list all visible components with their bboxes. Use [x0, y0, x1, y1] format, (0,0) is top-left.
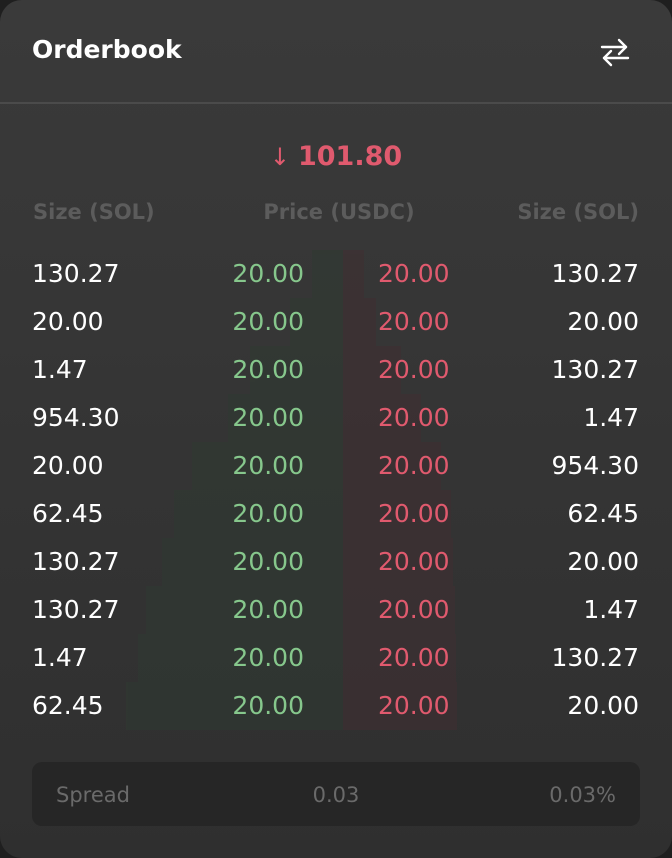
orderbook-row[interactable]: 20.00 20.00 20.00 20.00	[0, 298, 672, 346]
spread-value: 0.03	[312, 783, 360, 807]
swap-arrows-icon[interactable]	[596, 33, 634, 71]
ask-size: 20.00	[567, 691, 639, 720]
bid-price: 20.00	[232, 643, 304, 672]
orderbook-row[interactable]: 62.45 20.00 20.00 20.00	[0, 682, 672, 730]
orderbook-header: Orderbook	[0, 0, 672, 104]
ask-price: 20.00	[378, 355, 450, 384]
price-header: Price (USDC)	[263, 200, 415, 224]
ask-price: 20.00	[378, 307, 450, 336]
bid-price: 20.00	[232, 451, 304, 480]
bid-size: 1.47	[32, 355, 88, 384]
panel-title: Orderbook	[32, 35, 182, 64]
bid-price: 20.00	[232, 499, 304, 528]
ask-price: 20.00	[378, 403, 450, 432]
ask-size: 20.00	[567, 307, 639, 336]
bid-size: 20.00	[32, 451, 104, 480]
spread-bar: Spread 0.03 0.03%	[32, 762, 640, 826]
ask-size: 1.47	[583, 403, 639, 432]
orderbook-row[interactable]: 1.47 20.00 20.00 130.27	[0, 346, 672, 394]
bid-price: 20.00	[232, 259, 304, 288]
ask-size-header: Size (SOL)	[517, 200, 639, 224]
ask-price: 20.00	[378, 547, 450, 576]
orderbook-row[interactable]: 1.47 20.00 20.00 130.27	[0, 634, 672, 682]
bid-size: 20.00	[32, 307, 104, 336]
ask-price: 20.00	[378, 259, 450, 288]
ask-price: 20.00	[378, 595, 450, 624]
orderbook-rows: 130.27 20.00 20.00 130.27 20.00 20.00 20.00 20…	[0, 250, 672, 730]
bid-size-header: Size (SOL)	[33, 200, 155, 224]
orderbook-row[interactable]: 130.27 20.00 20.00 20.00	[0, 538, 672, 586]
orderbook-row[interactable]: 130.27 20.00 20.00 130.27	[0, 250, 672, 298]
ask-size: 130.27	[551, 355, 639, 384]
bid-size: 130.27	[32, 595, 120, 624]
ask-size: 130.27	[551, 643, 639, 672]
bid-price: 20.00	[232, 547, 304, 576]
bid-price: 20.00	[232, 691, 304, 720]
ask-size: 1.47	[583, 595, 639, 624]
ask-price: 20.00	[378, 451, 450, 480]
ask-size: 20.00	[567, 547, 639, 576]
orderbook-row[interactable]: 954.30 20.00 20.00 1.47	[0, 394, 672, 442]
last-price-value: 101.80	[297, 141, 403, 172]
bid-size: 62.45	[32, 691, 104, 720]
bid-price: 20.00	[232, 403, 304, 432]
ask-size: 954.30	[551, 451, 639, 480]
orderbook-row[interactable]: 130.27 20.00 20.00 1.47	[0, 586, 672, 634]
last-price: ↓ 101.80	[0, 138, 672, 176]
ask-size: 62.45	[567, 499, 639, 528]
bid-price: 20.00	[232, 307, 304, 336]
orderbook-row[interactable]: 62.45 20.00 20.00 62.45	[0, 490, 672, 538]
spread-percent: 0.03%	[549, 783, 616, 807]
ask-size: 130.27	[551, 259, 639, 288]
bid-size: 62.45	[32, 499, 104, 528]
ask-price: 20.00	[378, 691, 450, 720]
bid-size: 130.27	[32, 259, 120, 288]
bid-price: 20.00	[232, 595, 304, 624]
bid-size: 1.47	[32, 643, 88, 672]
ask-price: 20.00	[378, 643, 450, 672]
orderbook-row[interactable]: 20.00 20.00 20.00 954.30	[0, 442, 672, 490]
bid-size: 130.27	[32, 547, 120, 576]
bid-size: 954.30	[32, 403, 120, 432]
bid-price: 20.00	[232, 355, 304, 384]
ask-price: 20.00	[378, 499, 450, 528]
arrow-down-icon: ↓	[269, 143, 290, 171]
spread-label: Spread	[56, 783, 130, 807]
